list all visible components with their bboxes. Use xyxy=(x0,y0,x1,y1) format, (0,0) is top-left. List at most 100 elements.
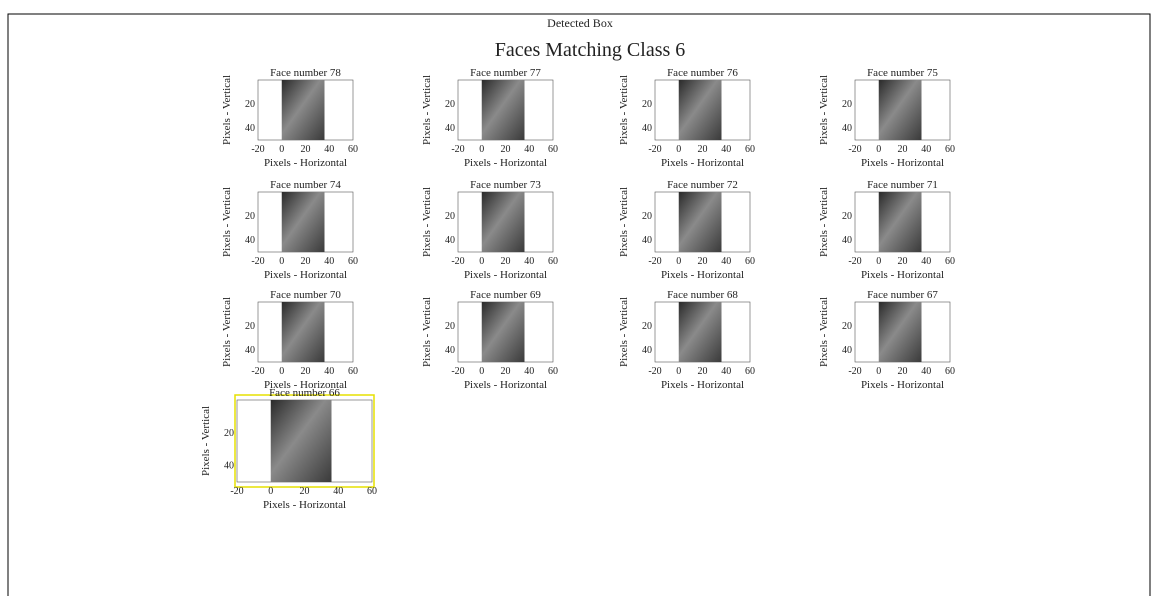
x-tick-label: 0 xyxy=(268,486,273,497)
figure-title: Faces Matching Class 6 xyxy=(495,39,686,61)
x-tick-label: 60 xyxy=(745,256,755,267)
x-tick-label: 40 xyxy=(921,256,931,267)
x-tick-label: 40 xyxy=(524,144,534,155)
face-image xyxy=(879,192,922,252)
y-tick-label: 40 xyxy=(445,123,455,134)
x-tick-label: -20 xyxy=(251,256,264,267)
y-tick-label: 40 xyxy=(445,235,455,246)
y-axis-label: Pixels - Vertical xyxy=(618,187,630,257)
x-axis-label: Pixels - Horizontal xyxy=(264,269,347,281)
x-tick-label: 0 xyxy=(479,256,484,267)
y-tick-label: 40 xyxy=(842,235,852,246)
x-axis-label: Pixels - Horizontal xyxy=(263,499,346,511)
x-axis-label: Pixels - Horizontal xyxy=(661,269,744,281)
y-tick-label: 20 xyxy=(842,211,852,222)
x-tick-label: 20 xyxy=(698,144,708,155)
x-tick-label: 60 xyxy=(367,486,377,497)
x-tick-label: -20 xyxy=(451,366,464,377)
figure-frame xyxy=(8,14,1150,596)
face-image xyxy=(482,80,525,140)
face-image xyxy=(282,80,325,140)
y-tick-label: 20 xyxy=(642,99,652,110)
x-tick-label: -20 xyxy=(251,366,264,377)
face-image xyxy=(482,302,525,362)
x-tick-label: 40 xyxy=(524,256,534,267)
y-axis-label: Pixels - Vertical xyxy=(818,187,830,257)
y-axis-label: Pixels - Vertical xyxy=(200,406,212,476)
y-tick-label: 20 xyxy=(642,321,652,332)
face-image xyxy=(879,80,922,140)
x-tick-label: 0 xyxy=(479,144,484,155)
subplot-title: Face number 68 xyxy=(667,289,738,301)
x-tick-label: -20 xyxy=(451,256,464,267)
x-tick-label: 0 xyxy=(876,366,881,377)
x-tick-label: 60 xyxy=(348,366,358,377)
y-tick-label: 40 xyxy=(445,345,455,356)
subplot-title: Face number 72 xyxy=(667,179,738,191)
x-tick-label: 40 xyxy=(324,256,334,267)
x-tick-label: 40 xyxy=(721,256,731,267)
y-tick-label: 40 xyxy=(245,345,255,356)
subplot-title: Face number 71 xyxy=(867,179,938,191)
x-tick-label: 40 xyxy=(333,486,343,497)
x-axis-label: Pixels - Horizontal xyxy=(861,379,944,391)
x-tick-label: 60 xyxy=(548,144,558,155)
x-tick-label: 60 xyxy=(945,144,955,155)
x-tick-label: 40 xyxy=(721,366,731,377)
y-axis-label: Pixels - Vertical xyxy=(221,187,233,257)
y-tick-label: 20 xyxy=(445,321,455,332)
subplot-title: Face number 76 xyxy=(667,67,738,79)
x-tick-label: 60 xyxy=(548,366,558,377)
subplot-title: Face number 74 xyxy=(270,179,341,191)
subplot-title: Face number 75 xyxy=(867,67,938,79)
figure-window: Detected Box Faces Matching Class 6 Face… xyxy=(0,0,1159,596)
y-axis-label: Pixels - Vertical xyxy=(818,75,830,145)
y-tick-label: 20 xyxy=(445,99,455,110)
x-tick-label: 20 xyxy=(501,366,511,377)
x-tick-label: 60 xyxy=(745,144,755,155)
face-image xyxy=(282,302,325,362)
y-axis-label: Pixels - Vertical xyxy=(221,75,233,145)
x-axis-label: Pixels - Horizontal xyxy=(464,269,547,281)
y-tick-label: 20 xyxy=(445,211,455,222)
x-tick-label: 20 xyxy=(898,256,908,267)
y-tick-label: 20 xyxy=(245,211,255,222)
y-tick-label: 20 xyxy=(245,321,255,332)
face-image xyxy=(271,400,332,482)
y-axis-label: Pixels - Vertical xyxy=(221,297,233,367)
x-tick-label: 0 xyxy=(279,144,284,155)
face-image xyxy=(282,192,325,252)
x-tick-label: 60 xyxy=(745,366,755,377)
y-axis-label: Pixels - Vertical xyxy=(421,297,433,367)
subplot-title: Face number 78 xyxy=(270,67,341,79)
face-image xyxy=(879,302,922,362)
y-tick-label: 40 xyxy=(642,345,652,356)
x-tick-label: 40 xyxy=(524,366,534,377)
x-axis-label: Pixels - Horizontal xyxy=(661,379,744,391)
x-tick-label: -20 xyxy=(230,486,243,497)
x-tick-label: 0 xyxy=(676,144,681,155)
subplot-title: Face number 66 xyxy=(269,387,340,399)
x-tick-label: 40 xyxy=(921,144,931,155)
face-image xyxy=(679,192,722,252)
y-axis-label: Pixels - Vertical xyxy=(618,297,630,367)
x-tick-label: -20 xyxy=(848,144,861,155)
x-tick-label: 60 xyxy=(945,366,955,377)
x-tick-label: -20 xyxy=(648,144,661,155)
x-tick-label: 0 xyxy=(479,366,484,377)
x-tick-label: 0 xyxy=(279,256,284,267)
x-axis-label: Pixels - Horizontal xyxy=(661,157,744,169)
x-tick-label: 20 xyxy=(898,144,908,155)
y-tick-label: 40 xyxy=(245,123,255,134)
x-tick-label: -20 xyxy=(648,256,661,267)
x-tick-label: 0 xyxy=(876,256,881,267)
x-axis-label: Pixels - Horizontal xyxy=(861,157,944,169)
x-tick-label: 20 xyxy=(698,366,708,377)
x-tick-label: 40 xyxy=(324,366,334,377)
x-tick-label: 60 xyxy=(348,256,358,267)
subplot-title: Face number 77 xyxy=(470,67,541,79)
x-tick-label: 40 xyxy=(324,144,334,155)
x-tick-label: 60 xyxy=(348,144,358,155)
x-tick-label: 0 xyxy=(279,366,284,377)
subplot-title: Face number 70 xyxy=(270,289,341,301)
